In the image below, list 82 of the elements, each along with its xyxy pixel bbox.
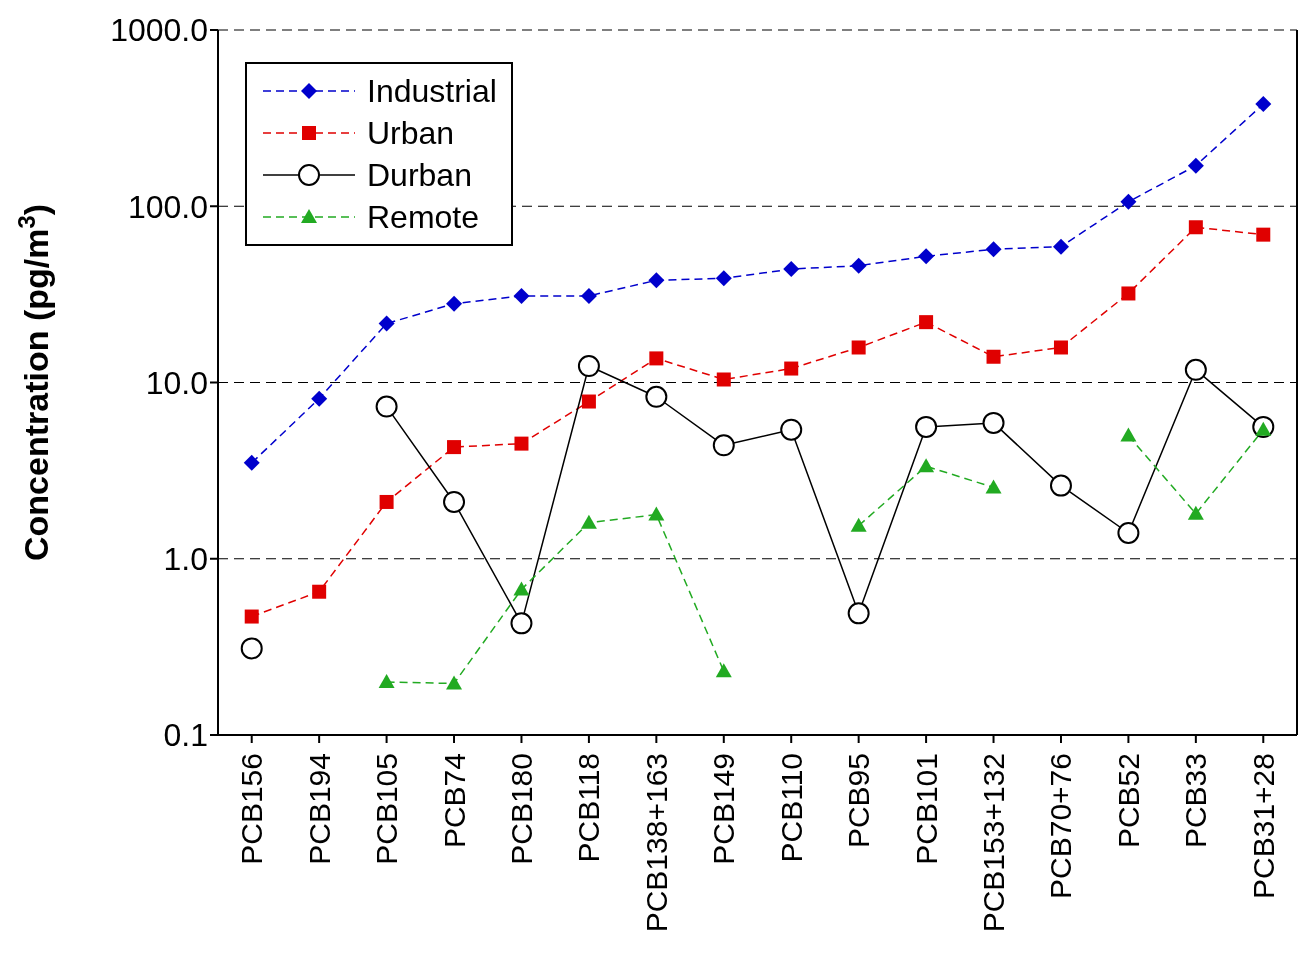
legend-label: Industrial [367,72,497,110]
x-tick-label: PCB194 [302,753,336,865]
point [851,340,866,355]
point [918,458,935,473]
x-tick-label: PCB74 [437,753,471,849]
x-tick-label: PCB138+163 [639,753,673,933]
point [716,372,731,387]
legend-label: Urban [367,114,455,152]
point [780,418,803,441]
point [850,257,867,274]
point [1121,286,1136,301]
point [1053,340,1068,355]
point [850,517,867,532]
point [1052,238,1069,255]
x-tick-label: PCB153+132 [977,753,1011,933]
legend-label: Durban [367,156,472,194]
point [581,394,596,409]
point [443,490,466,513]
point [379,494,394,509]
y-tick-label: 100.0 [127,188,208,225]
point [1120,427,1137,442]
point [312,584,327,599]
point [1049,474,1072,497]
point [648,272,665,289]
point [447,440,462,455]
point [918,248,935,265]
point [243,454,260,471]
point [446,675,463,690]
point [982,411,1005,434]
point [577,355,600,378]
point [985,479,1002,494]
y-tick-label: 0.1 [163,717,208,754]
x-tick-label: PCB95 [842,753,876,849]
point [513,581,530,596]
point [446,295,463,312]
x-tick-label: PCB52 [1111,753,1145,849]
point [1184,358,1207,381]
point [715,270,732,287]
point [513,287,530,304]
x-tick-label: PCB33 [1179,753,1213,849]
point [1120,193,1137,210]
point [514,436,529,451]
point [715,663,732,678]
legend-label: Remote [367,198,480,236]
point [378,673,395,688]
x-tick-label: PCB101 [909,753,943,865]
y-tick-label: 1000.0 [110,12,208,49]
point [648,506,665,521]
point [244,609,259,624]
point [1256,227,1271,242]
point [919,315,934,330]
x-tick-label: PCB118 [572,753,606,863]
point [1188,220,1203,235]
point [915,415,938,438]
x-tick-label: PCB156 [235,753,269,865]
point [510,612,533,635]
x-tick-label: PCB31+28 [1246,753,1280,899]
x-tick-label: PCB70+76 [1044,753,1078,899]
point [1187,157,1204,174]
point [847,602,870,625]
point [645,385,668,408]
x-tick-label: PCB105 [370,753,404,865]
x-tick-label: PCB180 [504,753,538,865]
point [240,637,263,660]
point [712,434,735,457]
point [1255,96,1272,113]
point [1187,505,1204,520]
point [375,395,398,418]
point [580,287,597,304]
point [986,349,1001,364]
point [580,514,597,529]
y-tick-label: 10.0 [145,364,208,401]
x-tick-label: PCB149 [707,753,741,865]
point [378,315,395,332]
point [1117,522,1140,544]
point [783,261,800,278]
x-tick-label: PCB110 [774,753,808,863]
point [649,351,664,366]
point [311,390,328,407]
y-tick-label: 1.0 [163,541,208,578]
point [985,241,1002,258]
point [784,361,799,376]
